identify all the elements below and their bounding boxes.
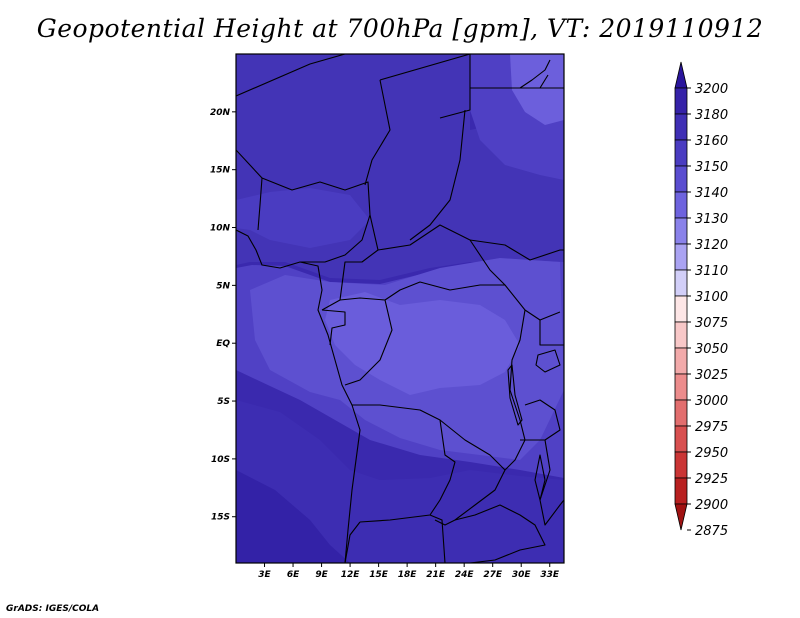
credit-text: GrADS: IGES/COLA	[6, 604, 100, 614]
colorbar-label: 2925	[695, 472, 728, 487]
colorbar-label: 3100	[695, 290, 728, 305]
colorbar-swatch	[674, 347, 688, 375]
colorbar-label: 3120	[695, 238, 728, 253]
colorbar-label: 3000	[695, 394, 728, 409]
border-gabon	[321, 309, 346, 346]
lon-tick-label: 21E	[426, 570, 446, 580]
border-angola	[352, 404, 456, 523]
colorbar-swatch	[674, 139, 688, 167]
colorbar-swatch	[674, 451, 688, 479]
red-sea-coast	[519, 59, 551, 89]
country-boundaries	[236, 54, 564, 563]
border-libya	[379, 54, 471, 119]
colorbar: 3200 3180 3160 3150 3140 3130 3120 3110 3100 3075…	[674, 61, 728, 539]
border-nigeria	[236, 149, 371, 263]
colorbar-swatch	[674, 399, 688, 427]
border-south-sudan	[469, 239, 564, 321]
lon-tick-label: 3E	[258, 570, 271, 580]
lon-tick-label: 27E	[483, 570, 503, 580]
map-frame	[235, 53, 565, 564]
colorbar-swatch	[674, 113, 688, 141]
border-congo-drc	[344, 299, 393, 386]
colorbar-swatch	[674, 191, 688, 219]
colorbar-label: 3110	[695, 264, 728, 279]
border-benin	[257, 177, 263, 231]
colorbar-label: 3160	[695, 134, 728, 149]
colorbar-label: 2900	[695, 498, 728, 513]
colorbar-label: 3025	[695, 368, 728, 383]
contour-3130-core	[325, 292, 520, 395]
colorbar-swatch	[674, 243, 688, 271]
colorbar-label: 3180	[695, 108, 728, 123]
border-algeria-niger	[236, 54, 346, 97]
colorbar-label: 3140	[695, 186, 728, 201]
border-niger-chad	[364, 79, 391, 186]
border-namibia	[344, 514, 446, 563]
colorbar-swatch	[674, 503, 688, 531]
lat-tick-label: 5N	[216, 281, 230, 291]
border-tanzania	[524, 399, 561, 441]
colorbar-label: 3200	[695, 82, 728, 97]
lat-tick-label: 5S	[217, 397, 230, 407]
colorbar-swatch	[674, 425, 688, 453]
contour-3140-northwest	[236, 188, 370, 248]
lat-tick-label: 10S	[211, 455, 230, 465]
contour-3180-south	[236, 470, 350, 563]
border-zambia	[434, 419, 506, 526]
lon-tick-label: 12E	[341, 570, 361, 580]
lake-tanganyika	[507, 364, 523, 426]
colorbar-label: 3130	[695, 212, 728, 227]
border-drc-east	[504, 309, 526, 471]
lat-tick-label: 15S	[211, 513, 230, 523]
height-field	[236, 54, 564, 563]
colorbar-swatch	[674, 87, 688, 115]
colorbar-swatch	[674, 477, 688, 505]
lat-tick-label: 15N	[210, 166, 231, 176]
colorbar-label: 3150	[695, 160, 728, 175]
lon-tick-label: 9E	[315, 570, 328, 580]
lon-tick-label: 18E	[398, 570, 418, 580]
colorbar-swatch	[674, 165, 688, 193]
colorbar-label: 2875	[695, 524, 728, 539]
latitude-axis: 20N 15N 10N 5N EQ 5S 10S 15S	[210, 108, 236, 523]
border-uganda	[539, 320, 564, 346]
contour-3130-northeast-core	[510, 54, 564, 125]
lon-tick-label: 6E	[287, 570, 300, 580]
longitude-axis: 3E 6E 9E 12E 15E 18E 21E 24E 27E 30E 33E	[258, 563, 560, 580]
border-chad-sudan	[409, 109, 466, 241]
colorbar-label: 3075	[695, 316, 728, 331]
colorbar-swatch	[674, 217, 688, 245]
colorbar-label: 2975	[695, 420, 728, 435]
colorbar-swatch	[674, 269, 688, 297]
coastline-west	[236, 229, 361, 563]
lake-malawi	[534, 454, 546, 501]
map-panel: 20N 15N 10N 5N EQ 5S 10S 15S 3E 6E 9E 12E 15E 18E 21E…	[210, 53, 565, 580]
colorbar-swatch	[674, 373, 688, 401]
colorbar-swatch	[674, 295, 688, 323]
lat-tick-label: EQ	[216, 339, 230, 349]
lon-tick-label: 33E	[540, 570, 560, 580]
lon-tick-label: 15E	[369, 570, 389, 580]
contour-3160-south	[236, 400, 564, 563]
lat-tick-label: 20N	[210, 108, 231, 118]
chart-title: Geopotential Height at 700hPa [gpm], VT:…	[36, 14, 764, 43]
border-cameroon	[321, 214, 379, 311]
border-zimbabwe	[454, 504, 546, 563]
colorbar-label: 2950	[695, 446, 728, 461]
colorbar-swatch	[674, 61, 688, 89]
colorbar-swatch	[674, 321, 688, 349]
lon-tick-label: 24E	[455, 570, 475, 580]
lon-tick-label: 30E	[512, 570, 532, 580]
colorbar-label: 3050	[695, 342, 728, 357]
lake-victoria	[535, 349, 561, 373]
lat-tick-label: 10N	[210, 224, 231, 234]
